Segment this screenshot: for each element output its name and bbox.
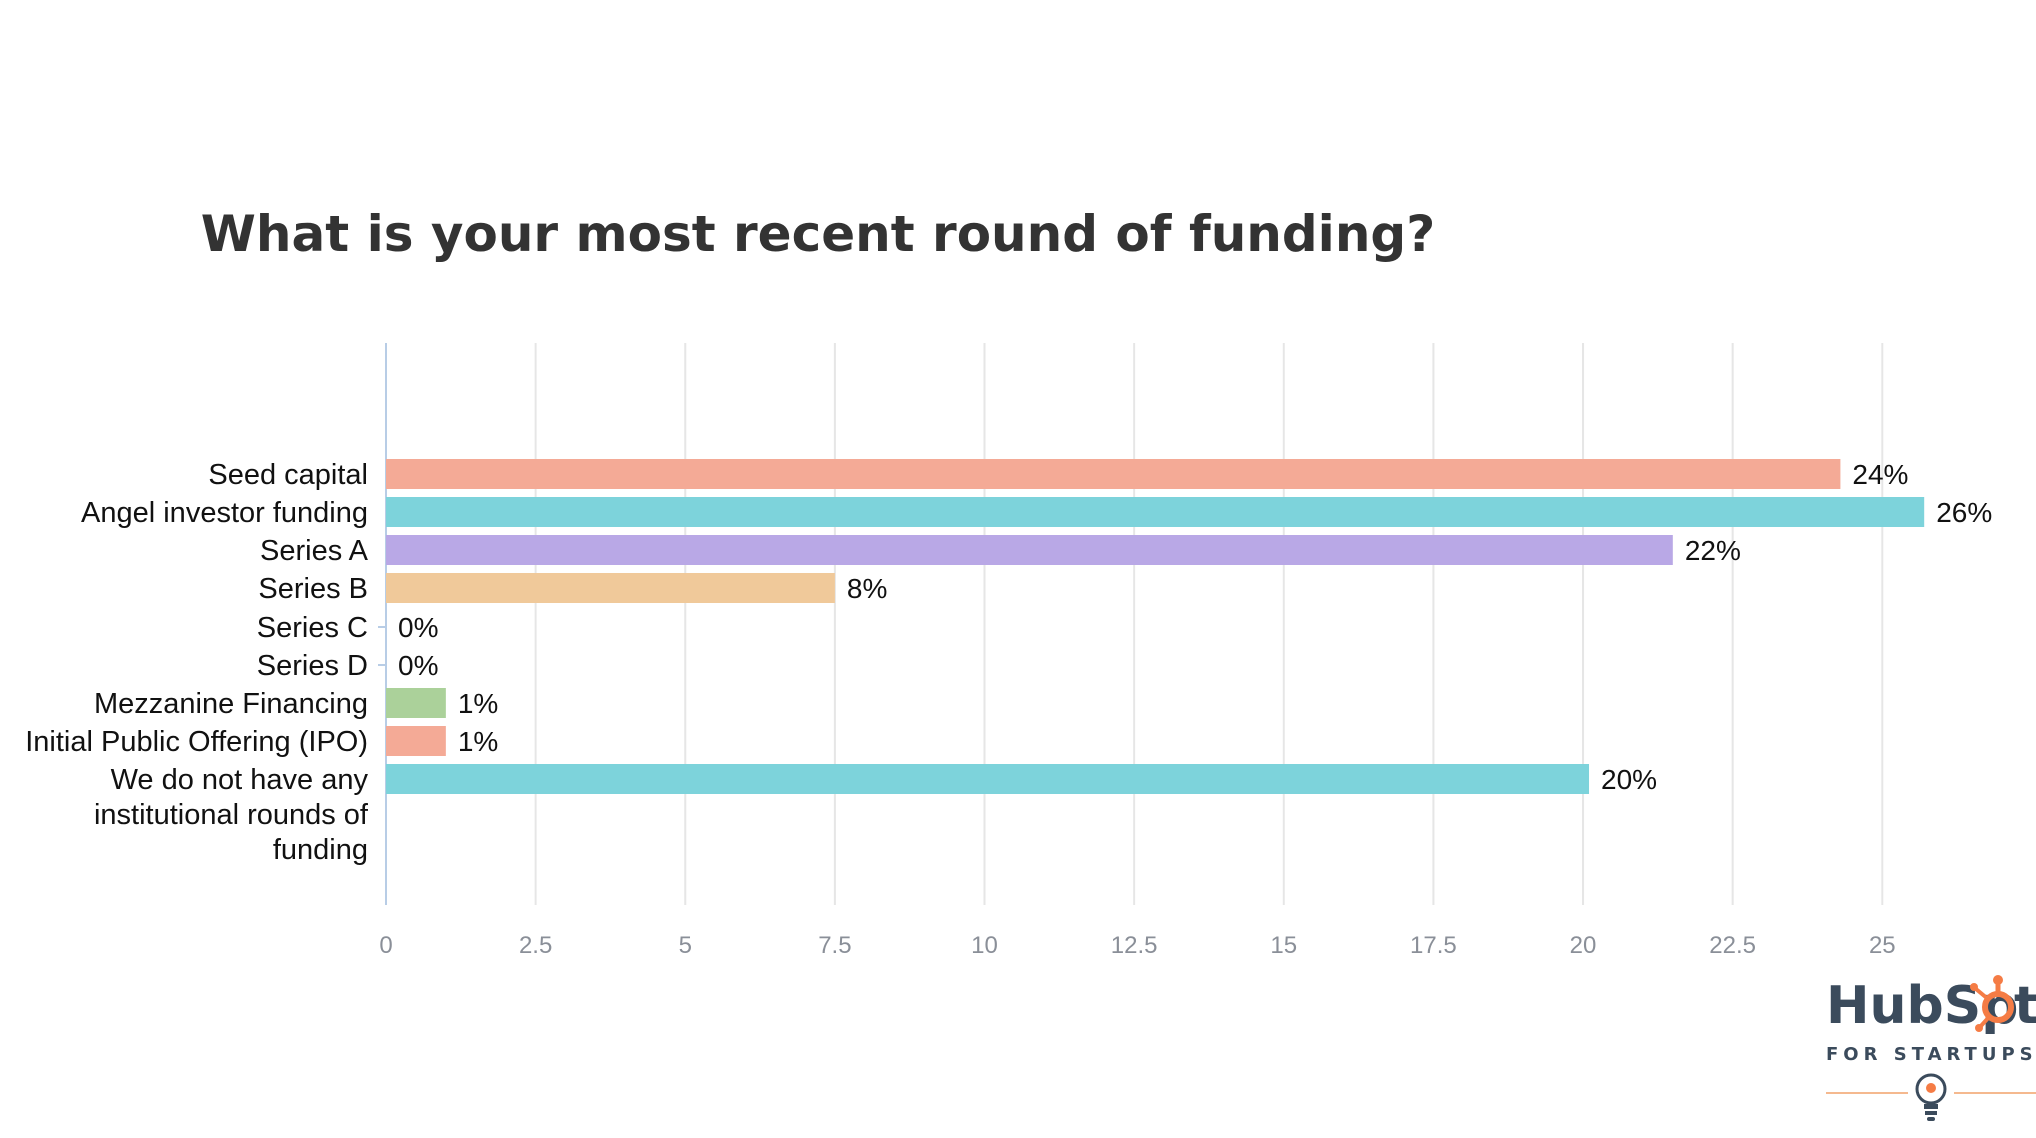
hubspot-logo: HubSp t FOR STARTUPS [1826,975,2036,1121]
category-label: We do not have any [111,764,369,796]
bar [378,664,386,666]
data-label: 20% [1601,764,1657,795]
bar [386,688,446,718]
data-label: 22% [1685,535,1741,566]
chart-title: What is your most recent round of fundin… [200,205,1436,263]
x-tick-label: 2.5 [519,932,552,959]
category-label: Series B [258,573,368,605]
category-label: Series C [257,612,368,644]
bar [386,726,446,756]
x-tick-label: 22.5 [1709,932,1756,959]
x-tick-label: 0 [379,932,392,959]
logo-subtitle: FOR STARTUPS [1826,1044,2036,1065]
bar [378,626,386,628]
category-label: funding [273,834,368,866]
data-label: 0% [398,650,438,681]
data-label: 8% [847,573,887,604]
category-label: Mezzanine Financing [94,688,368,720]
data-label: 1% [458,726,498,757]
category-label: institutional rounds of [94,799,369,831]
bars [378,459,1925,794]
category-label: Seed capital [208,459,368,491]
data-label: 24% [1852,459,1908,490]
x-tick-label: 15 [1270,932,1297,959]
bar [386,573,835,603]
gridlines [385,343,1884,905]
x-tick-label: 25 [1869,932,1896,959]
x-tick-label: 10 [971,932,998,959]
data-label: 26% [1936,497,1992,528]
logo-wordmark: HubSp [1826,976,2018,1036]
lightbulb-icon [1915,1073,1947,1121]
data-label: 0% [398,612,438,643]
sprocket-icon [1970,975,2014,1032]
bar [386,497,1925,527]
bar [386,764,1590,794]
x-tick-label: 7.5 [818,932,851,959]
data-label: 1% [458,688,498,719]
category-label: Angel investor funding [81,497,368,529]
logo-wordmark-t: t [2014,976,2036,1036]
category-label: Series A [260,535,369,567]
x-axis-ticks: 0 2.5 5 7.5 10 12.5 15 17.5 20 22.5 25 [379,932,1895,959]
x-tick-label: 5 [679,932,692,959]
bar [386,535,1673,565]
data-labels: 24% 26% 22% 8% 0% 0% 1% 1% 20% [398,459,1992,795]
category-label: Series D [257,650,368,682]
bar [386,459,1841,489]
x-tick-label: 12.5 [1111,932,1158,959]
x-tick-label: 20 [1570,932,1597,959]
category-labels: Seed capital Angel investor funding Series… [25,459,369,866]
x-tick-label: 17.5 [1410,932,1457,959]
category-label: Initial Public Offering (IPO) [25,726,368,758]
